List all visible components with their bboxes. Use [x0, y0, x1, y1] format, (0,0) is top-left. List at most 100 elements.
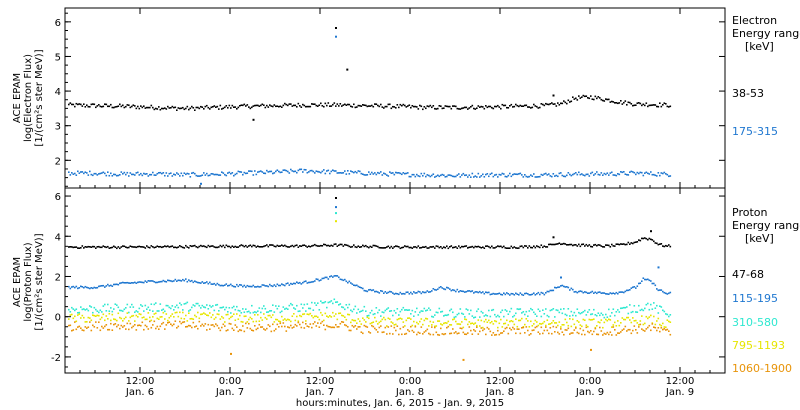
data-point — [413, 246, 415, 248]
xtick-time-label-5: 0:00 — [579, 376, 601, 387]
data-point — [120, 309, 123, 312]
data-point — [335, 301, 337, 303]
data-point — [170, 280, 172, 282]
data-point — [603, 100, 606, 102]
data-point — [554, 175, 556, 177]
data-point — [611, 100, 613, 103]
data-point — [617, 309, 619, 311]
data-point — [126, 281, 129, 284]
data-point — [450, 245, 453, 247]
data-point — [311, 245, 313, 247]
data-point — [318, 171, 321, 173]
data-point — [189, 318, 192, 320]
data-point — [77, 326, 79, 328]
data-point — [299, 314, 301, 317]
data-point — [267, 314, 270, 317]
data-point — [170, 172, 172, 174]
data-point — [209, 312, 211, 314]
data-point — [323, 324, 325, 326]
data-point — [446, 105, 448, 108]
data-point — [495, 333, 498, 336]
data-point — [269, 283, 271, 286]
data-point — [372, 105, 375, 108]
data-point — [614, 102, 616, 104]
data-point — [324, 312, 327, 315]
data-point — [590, 291, 592, 294]
data-point — [459, 327, 462, 329]
data-point — [336, 318, 339, 321]
data-point — [506, 176, 508, 178]
outlier-point — [335, 27, 337, 29]
data-point — [245, 286, 247, 288]
data-point — [405, 245, 408, 248]
data-point — [113, 318, 115, 320]
data-point — [288, 246, 291, 248]
data-point — [288, 319, 291, 321]
data-point — [128, 282, 130, 284]
data-point — [212, 324, 214, 326]
data-point — [272, 304, 274, 306]
data-point — [257, 314, 259, 316]
data-point — [527, 106, 529, 108]
data-point — [159, 245, 162, 248]
data-point — [570, 310, 573, 313]
data-point — [596, 325, 598, 327]
data-point — [90, 306, 93, 308]
data-point — [458, 245, 460, 247]
data-point — [434, 314, 436, 316]
data-point — [641, 315, 643, 317]
data-point — [473, 316, 475, 319]
data-point — [503, 292, 505, 294]
data-point — [377, 323, 379, 325]
data-point — [165, 172, 168, 174]
data-point — [251, 170, 253, 173]
data-point — [533, 245, 535, 247]
data-point — [458, 332, 460, 334]
data-point — [251, 318, 253, 320]
data-point — [276, 318, 279, 321]
data-point — [468, 246, 471, 249]
data-point — [525, 292, 528, 295]
data-point — [489, 315, 492, 318]
data-point — [414, 175, 417, 178]
data-point — [396, 293, 399, 295]
data-point — [300, 326, 303, 329]
data-point — [266, 311, 268, 313]
data-point — [513, 173, 516, 175]
data-point — [138, 313, 141, 315]
data-point — [518, 319, 520, 322]
data-point — [495, 246, 498, 248]
data-point — [378, 321, 381, 324]
data-point — [594, 95, 597, 98]
data-point — [539, 322, 541, 325]
data-point — [117, 246, 120, 248]
data-point — [638, 239, 640, 241]
data-point — [506, 326, 508, 329]
data-point — [513, 294, 516, 296]
data-point — [102, 284, 105, 287]
data-point — [162, 107, 165, 110]
data-point — [188, 247, 190, 249]
data-point — [227, 329, 229, 331]
data-point — [287, 104, 289, 107]
data-point — [447, 313, 450, 316]
data-point — [72, 173, 75, 175]
data-point — [171, 324, 174, 327]
data-point — [329, 245, 331, 247]
data-point — [378, 105, 381, 108]
data-point — [566, 314, 568, 317]
data-point — [435, 311, 438, 314]
data-point — [285, 169, 288, 172]
data-point — [345, 173, 348, 175]
data-point — [164, 245, 166, 247]
data-point — [507, 107, 510, 109]
data-point — [428, 174, 430, 177]
data-point — [107, 283, 109, 286]
data-point — [129, 245, 132, 247]
data-point — [356, 246, 358, 249]
data-point — [248, 322, 250, 325]
data-point — [105, 246, 108, 249]
data-point — [618, 102, 621, 104]
data-point — [299, 245, 301, 247]
data-point — [437, 288, 439, 290]
